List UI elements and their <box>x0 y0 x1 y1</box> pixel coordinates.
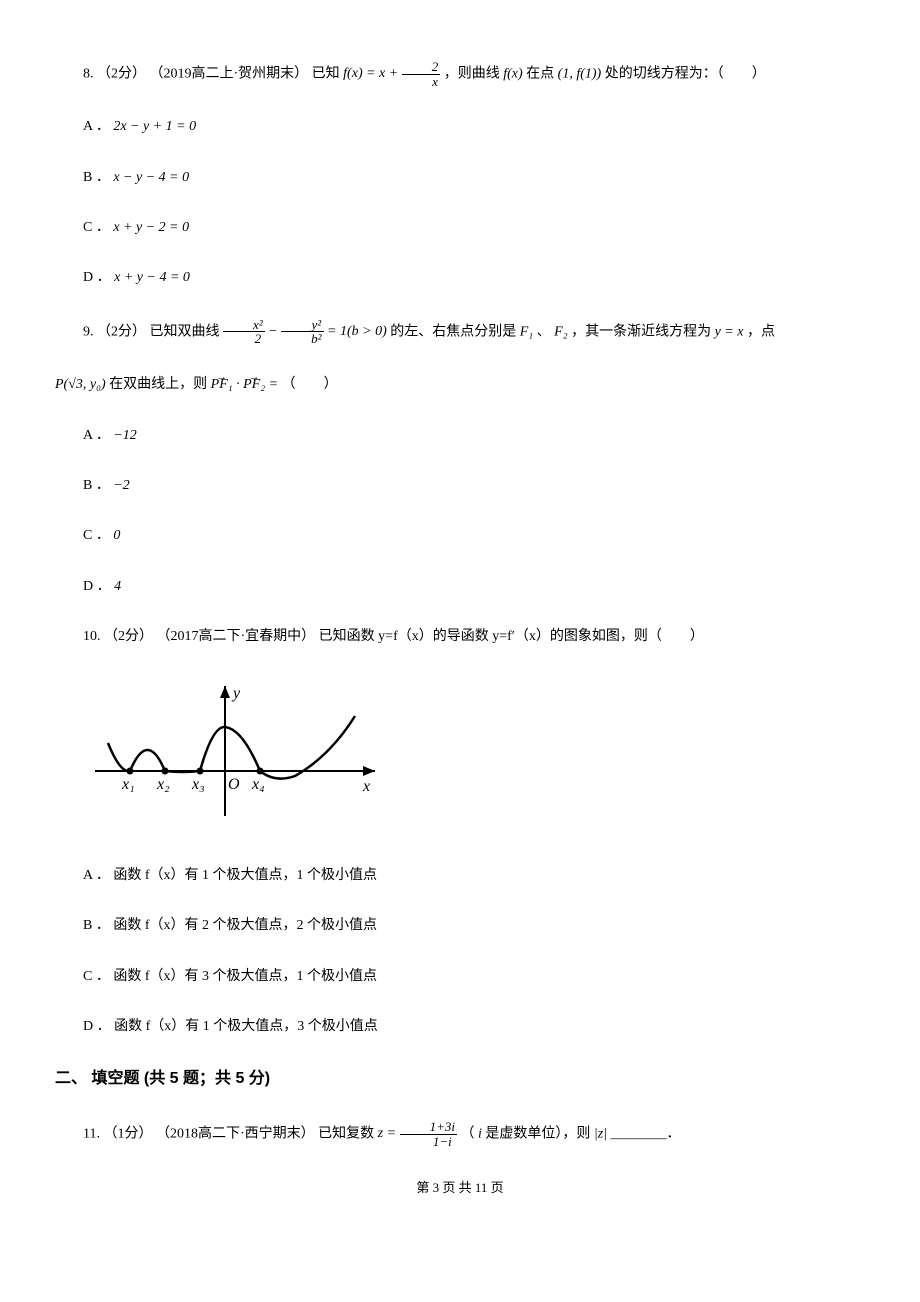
opt-label: C ． <box>83 528 110 543</box>
opt-text: 函数 f（x）有 3 个极大值点，1 个极小值点 <box>113 969 377 984</box>
opt-text: x − y − 4 = 0 <box>113 170 189 185</box>
q8-source: （2019高二上·贺州期末） <box>150 66 309 81</box>
q11-points: （1分） <box>103 1126 152 1141</box>
q10-opt-d: D ． 函数 f（x）有 1 个极大值点，3 个极小值点 <box>55 1016 865 1038</box>
svg-text:O: O <box>228 776 240 793</box>
opt-label: A ． <box>83 119 110 134</box>
q11-stem-mid2: 是虚数单位），则 <box>485 1126 590 1141</box>
q8-fx: f(x) <box>503 66 522 81</box>
question-11: 11. （1分） （2018高二下·西宁期末） 已知复数 z = 1+3i1−i… <box>55 1120 865 1148</box>
svg-text:x: x <box>362 778 370 795</box>
q9-stem-mid3: ，点 <box>747 324 775 339</box>
q8-stem: 8. （2分） （2019高二上·贺州期末） 已知 f(x) = x + 2x … <box>55 60 865 88</box>
opt-text: 函数 f（x）有 1 个极大值点，1 个极小值点 <box>113 868 377 883</box>
q10-opt-b: B ． 函数 f（x）有 2 个极大值点，2 个极小值点 <box>55 915 865 937</box>
q8-opt-b: B ． x − y − 4 = 0 <box>55 167 865 189</box>
q10-stem-text: 已知函数 y=f（x）的导函数 y=f′（x）的图象如图，则（ ） <box>319 629 704 644</box>
q10-stem: 10. （2分） （2017高二下·宜春期中） 已知函数 y=f（x）的导函数 … <box>55 626 865 648</box>
q9-pf1: PF₁ <box>211 377 233 392</box>
q9-number: 9. <box>83 324 94 339</box>
q9-pf2: PF₂ <box>243 377 265 392</box>
q10-number: 10. <box>83 629 101 644</box>
q9-stem-line2: P(√3, y₀) 在双曲线上，则 PF₁ · PF₂ = （ ） <box>55 374 865 396</box>
opt-label: D ． <box>83 1019 111 1034</box>
q8-number: 8. <box>83 66 94 81</box>
q9-stem-mid4: 在双曲线上，则 <box>109 377 207 392</box>
q8-opt-c: C ． x + y − 2 = 0 <box>55 217 865 239</box>
q9-opt-d: D ． 4 <box>55 576 865 598</box>
q9-hyperbola: x²2 − y²b² = 1(b > 0) <box>223 324 390 339</box>
q10-graph: y x x₁ x₂ x₃ Ox₄ <box>85 676 865 834</box>
q8-opt-a: A ． 2x − y + 1 = 0 <box>55 116 865 138</box>
q8-stem-after: 处的切线方程为：（ ） <box>605 66 766 81</box>
q11-z-eq: z = 1+3i1−i <box>378 1126 461 1141</box>
q11-i: i <box>478 1126 482 1141</box>
opt-label: B ． <box>83 478 110 493</box>
q9-stem-mid1: 的左、右焦点分别是 <box>390 324 516 339</box>
question-8: 8. （2分） （2019高二上·贺州期末） 已知 f(x) = x + 2x … <box>55 60 865 290</box>
opt-text: 函数 f（x）有 1 个极大值点，3 个极小值点 <box>114 1019 378 1034</box>
section-2-title: 二、 填空题 (共 5 题；共 5 分) <box>55 1066 865 1092</box>
q10-source: （2017高二下·宜春期中） <box>157 629 316 644</box>
opt-label: C ． <box>83 220 110 235</box>
q9-sep: 、 <box>537 324 555 339</box>
svg-text:x₁: x₁ <box>121 776 135 793</box>
q8-point: (1, f(1)) <box>558 66 602 81</box>
q9-opt-c: C ． 0 <box>55 525 865 547</box>
opt-label: B ． <box>83 170 110 185</box>
q8-stem-at: 在点 <box>526 66 554 81</box>
opt-text: x + y − 4 = 0 <box>114 270 190 285</box>
q11-abs-z: |z| <box>594 1126 607 1141</box>
q9-stem-before: 已知双曲线 <box>150 324 220 339</box>
derivative-graph: y x x₁ x₂ x₃ Ox₄ <box>85 676 385 826</box>
q8-func: f(x) = x + 2x <box>343 66 440 81</box>
page-footer: 第 3 页 共 11 页 <box>55 1178 865 1199</box>
q11-stem-before: 已知复数 <box>318 1126 374 1141</box>
question-9: 9. （2分） 已知双曲线 x²2 − y²b² = 1(b > 0) 的左、右… <box>55 318 865 598</box>
q9-points: （2分） <box>97 324 146 339</box>
q10-opt-c: C ． 函数 f（x）有 3 个极大值点，1 个极小值点 <box>55 966 865 988</box>
q11-stem-after: ________． <box>611 1126 681 1141</box>
q9-opt-a: A ． −12 <box>55 425 865 447</box>
q9-stem-mid2: ，其一条渐近线方程为 <box>571 324 711 339</box>
opt-text: x + y − 2 = 0 <box>113 220 189 235</box>
q9-opt-b: B ． −2 <box>55 475 865 497</box>
q11-stem: 11. （1分） （2018高二下·西宁期末） 已知复数 z = 1+3i1−i… <box>55 1120 865 1148</box>
q9-f1: F₁ <box>520 324 533 339</box>
opt-label: C ． <box>83 969 110 984</box>
q8-points: （2分） <box>97 66 146 81</box>
question-10: 10. （2分） （2017高二下·宜春期中） 已知函数 y=f（x）的导函数 … <box>55 626 865 1038</box>
svg-text:x₄: x₄ <box>251 776 265 793</box>
opt-text: 2x − y + 1 = 0 <box>113 119 196 134</box>
svg-text:x₃: x₃ <box>191 776 205 793</box>
opt-label: D ． <box>83 579 111 594</box>
svg-text:y: y <box>231 685 241 702</box>
opt-label: A ． <box>83 868 110 883</box>
opt-text: 0 <box>113 528 120 543</box>
q11-number: 11. <box>83 1126 100 1141</box>
q11-stem-mid: （ <box>460 1126 474 1141</box>
opt-text: −2 <box>113 478 129 493</box>
opt-text: 函数 f（x）有 2 个极大值点，2 个极小值点 <box>113 918 377 933</box>
opt-text: 4 <box>114 579 121 594</box>
opt-label: D ． <box>83 270 111 285</box>
opt-label: B ． <box>83 918 110 933</box>
frac: 2x <box>402 60 441 88</box>
q9-f2: F₂ <box>554 324 567 339</box>
q8-stem-before: 已知 <box>312 66 340 81</box>
q8-stem-mid: ，则曲线 <box>444 66 500 81</box>
q9-stem-line1: 9. （2分） 已知双曲线 x²2 − y²b² = 1(b > 0) 的左、右… <box>55 318 865 346</box>
opt-text: −12 <box>113 428 136 443</box>
svg-text:x₂: x₂ <box>156 776 170 793</box>
opt-label: A ． <box>83 428 110 443</box>
q9-stem-end: （ ） <box>282 377 338 392</box>
q9-point-p: P(√3, y₀) <box>55 377 106 392</box>
q10-opt-a: A ． 函数 f（x）有 1 个极大值点，1 个极小值点 <box>55 865 865 887</box>
q9-asym: y = x <box>715 324 744 339</box>
q8-opt-d: D ． x + y − 4 = 0 <box>55 267 865 289</box>
q11-source: （2018高二下·西宁期末） <box>156 1126 315 1141</box>
q10-points: （2分） <box>104 629 153 644</box>
